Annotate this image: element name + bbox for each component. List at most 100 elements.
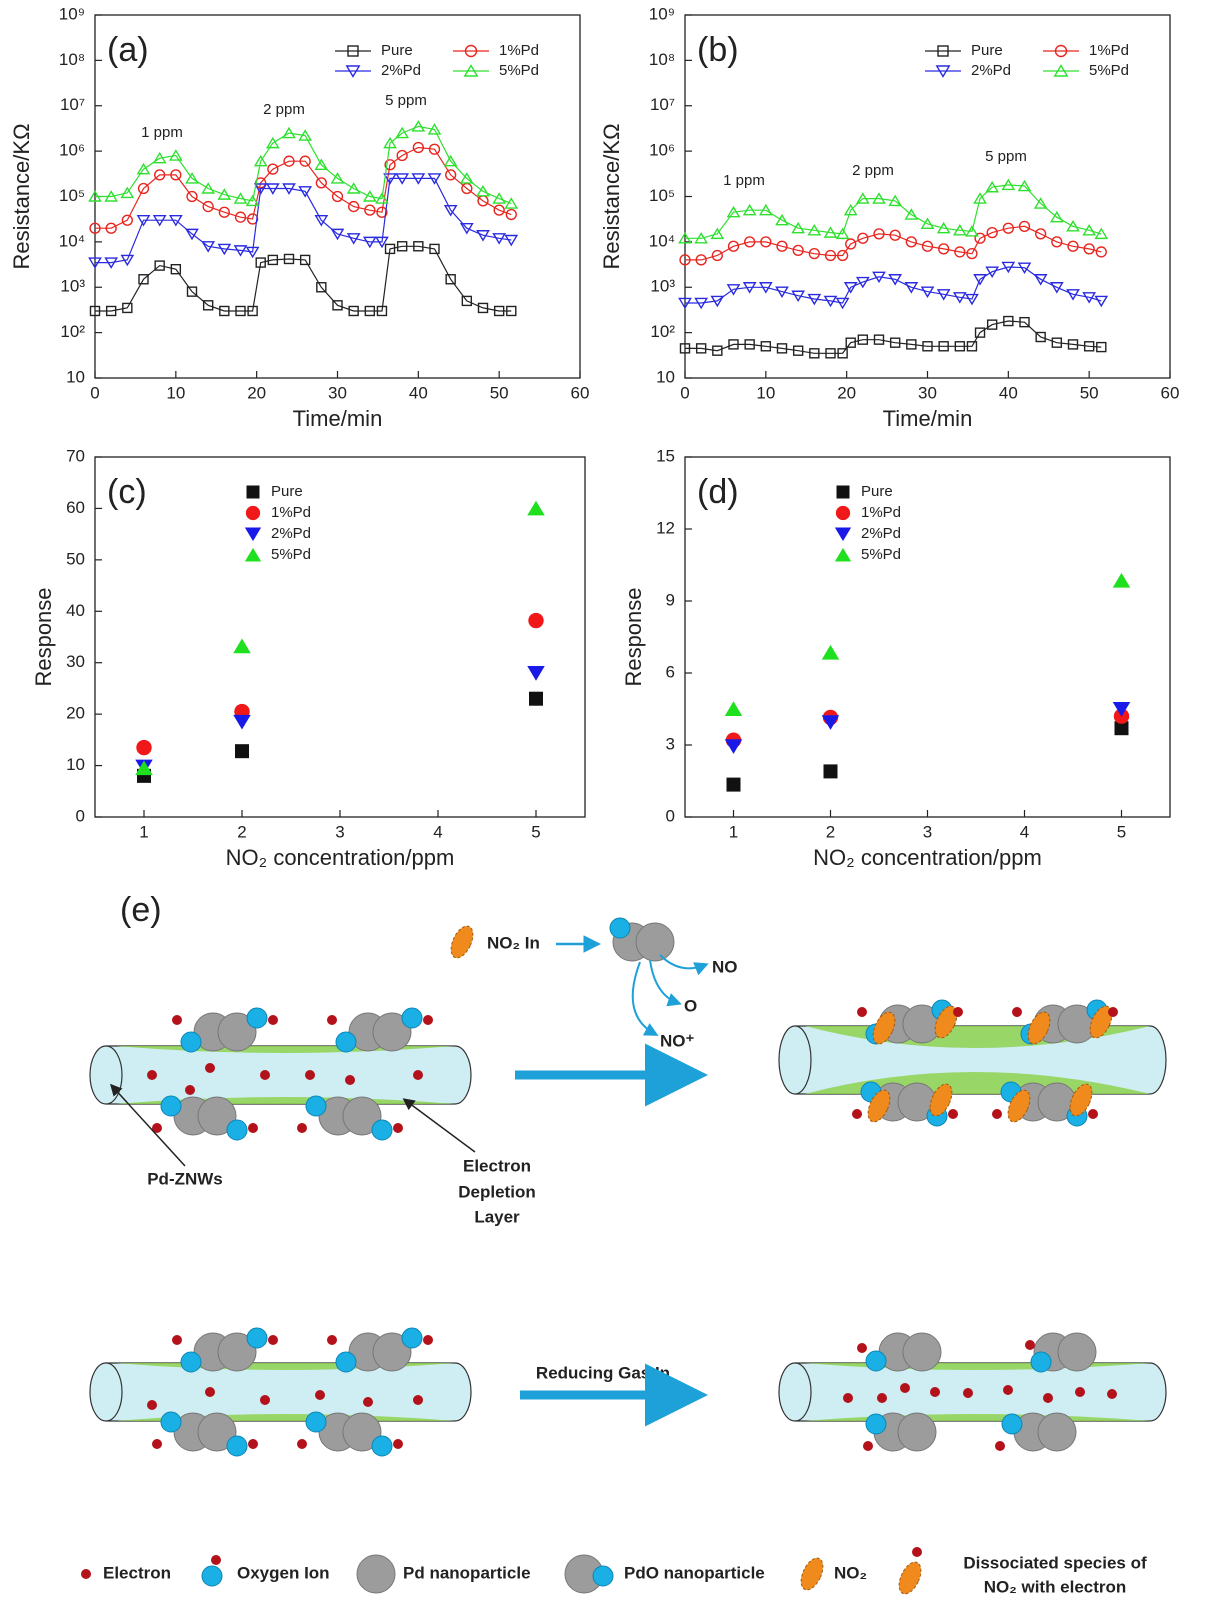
annotation: 2 ppm bbox=[263, 101, 305, 118]
y-tick-label: 30 bbox=[66, 652, 85, 671]
legend-label: 1%Pd bbox=[271, 504, 311, 521]
x-tick-label: 40 bbox=[409, 383, 428, 402]
electron bbox=[843, 1393, 853, 1403]
marker bbox=[152, 151, 167, 164]
pd-particle bbox=[356, 1554, 396, 1594]
marker bbox=[233, 245, 248, 257]
no2-molecule bbox=[800, 1557, 824, 1591]
marker bbox=[744, 236, 756, 248]
legend-label: Pure bbox=[861, 483, 893, 500]
marker bbox=[679, 343, 691, 354]
marker bbox=[443, 154, 458, 167]
electron bbox=[1043, 1393, 1053, 1403]
marker bbox=[904, 282, 919, 294]
product-label: O bbox=[684, 996, 697, 1015]
marker bbox=[219, 305, 230, 317]
marker bbox=[218, 206, 230, 218]
marker bbox=[724, 739, 743, 754]
electron bbox=[268, 1015, 278, 1025]
electron bbox=[1003, 1385, 1013, 1395]
depletion-label: Electron bbox=[463, 1156, 531, 1175]
marker bbox=[137, 182, 150, 195]
legend-label: NO₂ bbox=[834, 1563, 867, 1582]
marker bbox=[348, 305, 359, 317]
marker bbox=[807, 293, 822, 306]
electron bbox=[1012, 1007, 1022, 1017]
marker bbox=[845, 337, 856, 348]
marker bbox=[710, 295, 725, 308]
marker bbox=[1018, 220, 1031, 232]
legend-marker bbox=[937, 45, 949, 57]
marker bbox=[362, 236, 377, 249]
marker bbox=[245, 246, 260, 259]
oxygen-ion bbox=[226, 1119, 248, 1141]
marker bbox=[973, 274, 987, 286]
marker bbox=[857, 334, 869, 345]
no2-molecule bbox=[1007, 1089, 1031, 1123]
marker bbox=[744, 339, 755, 350]
marker bbox=[384, 159, 396, 171]
y-tick-label: 9 bbox=[666, 590, 675, 609]
marker bbox=[282, 126, 296, 139]
panel-label: (e) bbox=[120, 891, 162, 929]
y-tick-label: 0 bbox=[76, 806, 85, 825]
marker bbox=[492, 233, 507, 245]
electron bbox=[423, 1015, 433, 1025]
marker bbox=[1035, 228, 1047, 240]
marker bbox=[921, 240, 934, 252]
legend-label: 5%Pd bbox=[861, 546, 901, 563]
marker bbox=[837, 348, 848, 359]
y-tick-label: 10⁴ bbox=[649, 231, 675, 250]
marker bbox=[529, 691, 543, 706]
marker bbox=[974, 327, 986, 338]
marker bbox=[952, 223, 967, 236]
marker bbox=[726, 205, 741, 218]
marker bbox=[758, 282, 773, 294]
electron bbox=[1075, 1387, 1085, 1397]
marker bbox=[105, 222, 117, 234]
pd-particle bbox=[342, 1412, 382, 1452]
no2-molecule bbox=[1027, 1011, 1051, 1045]
marker bbox=[476, 230, 490, 242]
marker bbox=[330, 228, 345, 241]
electron bbox=[297, 1439, 307, 1449]
marker bbox=[727, 240, 740, 252]
electron bbox=[315, 1390, 325, 1400]
electron bbox=[857, 1007, 867, 1017]
marker bbox=[888, 194, 903, 207]
marker bbox=[775, 213, 789, 226]
marker bbox=[427, 173, 442, 185]
marker bbox=[1066, 220, 1080, 232]
marker bbox=[395, 126, 410, 139]
marker bbox=[362, 190, 377, 202]
depletion-label: Layer bbox=[474, 1207, 520, 1226]
marker bbox=[122, 302, 133, 314]
marker bbox=[952, 292, 967, 304]
legend-label: NO₂ with electron bbox=[984, 1577, 1127, 1596]
marker bbox=[1095, 246, 1107, 258]
legend-label: Pure bbox=[971, 42, 1003, 59]
marker bbox=[986, 319, 998, 330]
x-tick-label: 10 bbox=[166, 383, 185, 402]
marker bbox=[233, 638, 251, 654]
marker bbox=[267, 254, 279, 266]
marker bbox=[1049, 210, 1064, 223]
pd-particle bbox=[902, 1332, 942, 1372]
marker bbox=[332, 300, 343, 311]
annotation: 2 ppm bbox=[852, 162, 894, 179]
marker bbox=[1001, 261, 1016, 274]
marker bbox=[807, 223, 822, 236]
panel-label: (c) bbox=[107, 473, 147, 511]
oxygen-ion bbox=[401, 1007, 423, 1029]
oxygen-ion bbox=[1001, 1413, 1023, 1435]
electron bbox=[172, 1335, 182, 1345]
marker bbox=[247, 305, 258, 317]
oxygen-ion bbox=[180, 1031, 202, 1053]
marker bbox=[938, 341, 949, 352]
oxygen-ion bbox=[201, 1565, 223, 1587]
y-tick-label: 10⁸ bbox=[59, 50, 85, 69]
electron bbox=[260, 1395, 270, 1405]
annotation: 5 ppm bbox=[385, 92, 427, 109]
marker bbox=[679, 254, 691, 266]
